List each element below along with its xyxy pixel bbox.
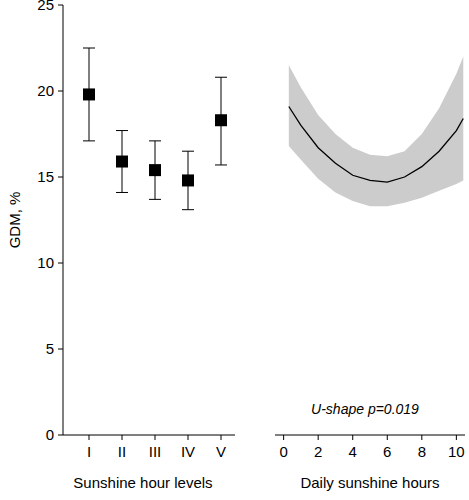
x-tick-label: V	[216, 443, 226, 460]
x-tick	[387, 435, 388, 440]
x-tick-label: 0	[279, 443, 287, 460]
y-tick	[58, 263, 63, 264]
error-bar-cap	[215, 164, 227, 165]
x-tick	[89, 435, 90, 440]
x-axis-label: Daily sunshine hours	[300, 474, 439, 491]
x-tick-label: I	[87, 443, 91, 460]
y-tick-label: 10	[37, 254, 54, 271]
y-tick	[58, 5, 63, 6]
y-tick-label: 20	[37, 82, 54, 99]
x-tick-label: IV	[181, 443, 195, 460]
y-tick	[58, 91, 63, 92]
x-tick-label: 8	[418, 443, 426, 460]
confidence-band	[289, 57, 463, 207]
error-bar-cap	[182, 209, 194, 210]
x-tick	[188, 435, 189, 440]
x-tick-label: 4	[349, 443, 357, 460]
point	[116, 156, 128, 168]
y-tick-label: 15	[37, 168, 54, 185]
error-bar-cap	[215, 77, 227, 78]
x-tick-label: 10	[448, 443, 465, 460]
error-bar-cap	[83, 140, 95, 141]
y-tick-label: 5	[46, 340, 54, 357]
x-tick	[221, 435, 222, 440]
y-tick	[58, 349, 63, 350]
x-tick	[421, 435, 422, 440]
figure: 0510152025GDM, %IIIIIIIVVSunshine hour l…	[0, 0, 469, 500]
error-bar	[116, 131, 128, 193]
error-bar-cap	[83, 48, 95, 49]
x-tick	[122, 435, 123, 440]
y-axis	[63, 5, 64, 435]
plot-area	[289, 57, 463, 207]
x-tick-label: III	[149, 443, 162, 460]
error-bar-cap	[149, 199, 161, 200]
point	[149, 164, 161, 176]
x-tick-label: II	[118, 443, 126, 460]
error-bar-cap	[116, 192, 128, 193]
point	[83, 88, 95, 100]
point	[215, 114, 227, 126]
y-axis-label: GDM, %	[6, 192, 23, 249]
error-bar	[182, 151, 194, 209]
x-tick	[352, 435, 353, 440]
x-axis	[275, 435, 465, 436]
x-tick	[318, 435, 319, 440]
y-tick	[58, 177, 63, 178]
error-bar-cap	[116, 130, 128, 131]
y-tick-label: 25	[37, 0, 54, 13]
x-tick	[456, 435, 457, 440]
y-tick	[58, 435, 63, 436]
x-tick-label: 6	[383, 443, 391, 460]
x-tick	[283, 435, 284, 440]
error-bar-cap	[149, 140, 161, 141]
error-bar	[215, 77, 227, 165]
x-tick	[155, 435, 156, 440]
error-bar	[149, 141, 161, 199]
error-bar-cap	[182, 151, 194, 152]
line	[289, 106, 463, 182]
point	[182, 174, 194, 186]
x-tick-label: 2	[314, 443, 322, 460]
plot-area	[83, 48, 227, 210]
annotation: U-shape p=0.019	[311, 401, 419, 417]
y-tick-label: 0	[46, 426, 54, 443]
x-axis-label: Sunshine hour levels	[73, 474, 212, 491]
error-bar	[83, 48, 95, 141]
